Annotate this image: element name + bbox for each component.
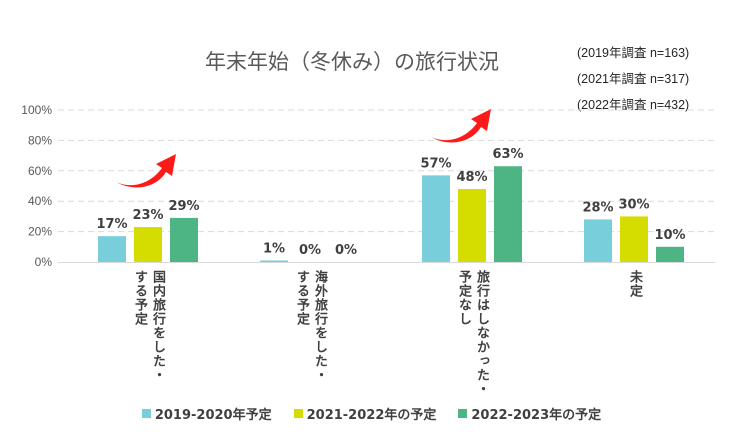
data-label: 0% xyxy=(335,243,357,258)
data-label: 17% xyxy=(96,217,127,232)
bar xyxy=(584,219,612,262)
x-category-label: 国内旅行をした・ する予定 xyxy=(132,270,165,382)
data-label: 48% xyxy=(456,170,487,185)
x-category-label: 海外旅行をした・ する予定 xyxy=(294,270,327,382)
legend-item: 2019-2020年予定 xyxy=(141,404,272,423)
y-tick-label: 60% xyxy=(28,164,52,178)
bar xyxy=(620,216,648,262)
data-label: 1% xyxy=(263,241,285,256)
data-label: 29% xyxy=(168,199,199,214)
data-label: 30% xyxy=(618,197,649,212)
red-arrow-icon xyxy=(116,154,176,188)
bar xyxy=(494,166,522,262)
legend-label: 2019-2020年予定 xyxy=(154,408,272,423)
data-label: 23% xyxy=(132,208,163,223)
legend-label: 2021-2022年の予定 xyxy=(306,408,437,423)
x-category-label: 旅行はしなかった・ 予定なし xyxy=(456,270,489,396)
sample-note-2019: (2019年調査 n=163) xyxy=(577,46,690,60)
data-label: 0% xyxy=(299,243,321,258)
legend-label: 2022-2023年の予定 xyxy=(471,408,602,423)
bar xyxy=(422,175,450,262)
legend-swatch xyxy=(293,409,303,418)
bar xyxy=(134,227,162,262)
data-label: 28% xyxy=(582,200,613,215)
legend-item: 2022-2023年の予定 xyxy=(458,404,601,423)
y-tick-label: 40% xyxy=(28,194,52,208)
bar xyxy=(656,246,684,262)
data-label: 57% xyxy=(420,156,451,171)
y-tick-label: 80% xyxy=(28,133,52,147)
x-category-label: 未定 xyxy=(627,270,642,298)
data-label: 63% xyxy=(492,147,523,162)
bar xyxy=(260,260,288,262)
legend-swatch xyxy=(141,409,151,418)
y-tick-label: 20% xyxy=(28,225,52,239)
sample-note-2021: (2021年調査 n=317) xyxy=(577,72,690,86)
data-label: 10% xyxy=(654,228,685,243)
red-arrow-icon xyxy=(431,109,491,143)
legend-item: 2021-2022年の予定 xyxy=(293,404,437,423)
legend: 2019-2020年予定 2021-2022年の予定 2022-2023年の予定 xyxy=(0,404,743,423)
legend-swatch xyxy=(458,409,468,418)
y-tick-label: 0% xyxy=(35,255,53,269)
bar xyxy=(170,217,198,262)
sample-note-2022: (2022年調査 n=432) xyxy=(577,98,690,112)
bar xyxy=(458,189,486,262)
chart-title: 年末年始（冬休み）の旅行状況 xyxy=(205,50,499,74)
y-tick-label: 100% xyxy=(21,103,52,117)
bar xyxy=(98,236,126,262)
